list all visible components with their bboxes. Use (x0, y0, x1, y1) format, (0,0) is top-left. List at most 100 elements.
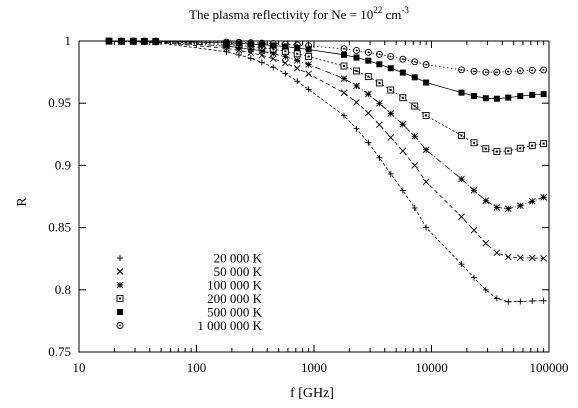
data-point (540, 66, 548, 74)
data-point (540, 140, 548, 148)
data-point (422, 146, 430, 154)
data-point (305, 46, 312, 53)
x-tick-label: 100 (187, 360, 207, 375)
data-point (458, 89, 465, 96)
data-point (504, 147, 512, 155)
data-point (387, 170, 394, 177)
data-point (340, 45, 348, 53)
x-tick-label: 100000 (530, 360, 569, 375)
data-point (422, 112, 430, 119)
data-point (458, 213, 465, 221)
series-line (108, 40, 544, 73)
data-point (375, 50, 383, 58)
chart-title-main: The plasma reflectivity for Ne = 10 (189, 7, 373, 22)
data-point (236, 51, 243, 58)
y-tick-label: 0.9 (55, 157, 71, 172)
series-line (108, 40, 544, 153)
data-point (293, 50, 301, 58)
data-point (411, 162, 419, 169)
data-point (493, 95, 500, 102)
data-point (305, 42, 313, 50)
x-tick-label: 1000 (301, 360, 327, 375)
series-square-filled (105, 38, 547, 102)
data-point (505, 94, 512, 101)
series-line (109, 40, 544, 100)
data-point (376, 154, 383, 161)
data-point (282, 43, 289, 50)
series-square-open (105, 37, 548, 156)
data-point (305, 61, 312, 68)
data-point (387, 86, 395, 94)
legend-label: 500 000 K (207, 305, 263, 320)
data-point (269, 50, 277, 57)
data-point (281, 53, 289, 60)
y-tick-label: 0.75 (48, 344, 71, 359)
data-point (223, 42, 230, 50)
chart-title-unit-exponent: -3 (401, 5, 409, 15)
series-plus (105, 38, 547, 305)
data-point (493, 68, 501, 76)
data-point (482, 68, 490, 76)
data-point (399, 121, 407, 128)
data-point (293, 41, 301, 49)
data-point (528, 198, 536, 205)
data-point (293, 64, 301, 72)
data-point (540, 91, 547, 98)
data-point (411, 58, 419, 66)
y-tick-label: 0.95 (48, 95, 71, 110)
data-point (458, 66, 465, 74)
data-point (504, 253, 512, 261)
data-point (236, 40, 243, 47)
data-point (423, 79, 430, 86)
data-point (540, 297, 547, 304)
data-point (247, 39, 255, 47)
data-point (529, 91, 536, 98)
data-point (504, 68, 512, 76)
data-point (340, 62, 348, 70)
legend-label: 100 000 K (207, 278, 263, 293)
data-point (375, 79, 383, 87)
series-circle-open (105, 37, 548, 76)
data-point (387, 53, 395, 60)
legend-label: 50 000 K (214, 264, 263, 279)
data-point (399, 55, 407, 63)
data-point (470, 67, 478, 75)
plot-area: 10 100 1000 10000 100000 0.75 0.8 0.85 0.9 0.95 1 (48, 33, 568, 375)
data-point (376, 121, 383, 129)
data-point (353, 67, 360, 75)
data-point (528, 254, 536, 262)
data-point (529, 297, 536, 304)
data-point (235, 44, 243, 51)
data-point (353, 99, 360, 106)
data-point (399, 94, 407, 102)
data-point (528, 142, 536, 150)
data-point (270, 64, 277, 71)
data-point (258, 39, 266, 47)
series-line (108, 41, 544, 259)
data-point (353, 54, 360, 61)
y-tick-label: 0.8 (55, 282, 71, 297)
series-star (105, 37, 547, 213)
data-point (365, 90, 372, 98)
series-line (108, 40, 544, 210)
data-point (258, 59, 265, 66)
data-point (504, 205, 512, 213)
data-point (129, 37, 137, 45)
data-point (281, 59, 289, 67)
data-point (269, 55, 277, 62)
data-point (471, 274, 478, 281)
data-point (305, 53, 313, 60)
data-point (282, 70, 289, 77)
data-point (411, 102, 419, 110)
data-point (411, 204, 418, 211)
data-point (517, 93, 524, 100)
legend-marker (117, 255, 123, 261)
data-point (470, 226, 478, 234)
data-point (516, 254, 524, 262)
data-point (411, 74, 418, 81)
data-point (376, 100, 383, 107)
data-point (493, 204, 501, 211)
data-point (376, 61, 383, 68)
data-point (340, 89, 348, 97)
